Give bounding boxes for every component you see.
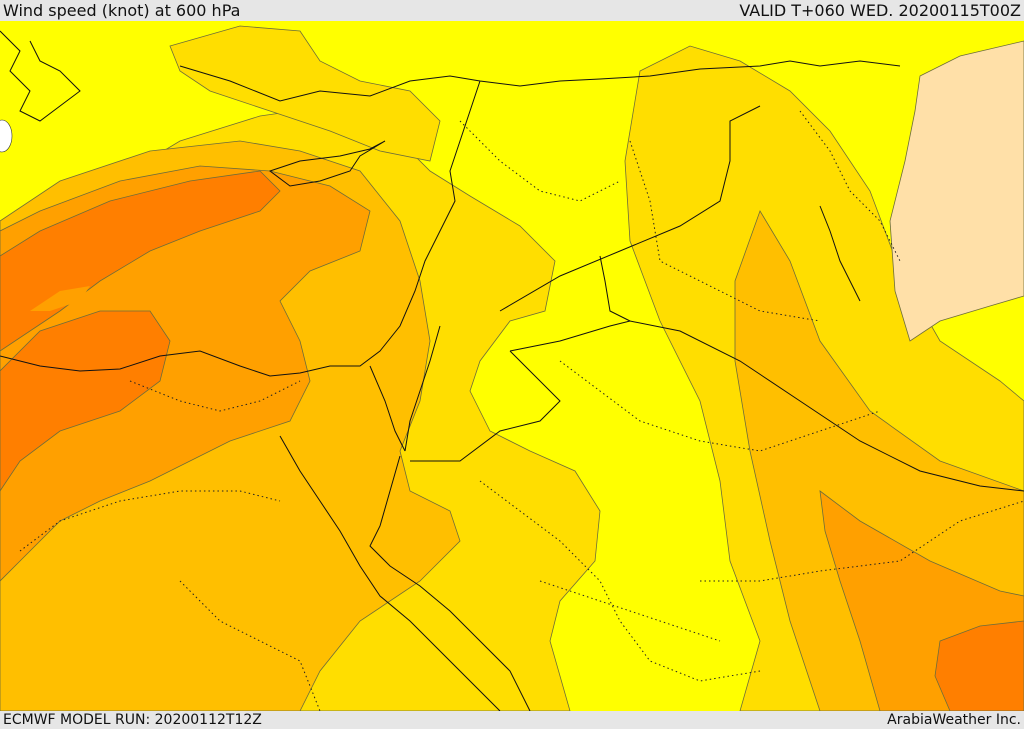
fill-band-stronger-west [0, 170, 281, 352]
admin-boundary-10 [539, 580, 721, 642]
coastline-cyprus [268, 140, 386, 187]
coastline-red-sea-east [369, 455, 531, 711]
coastline-turkey [179, 60, 901, 102]
border-iraq-syria [599, 255, 631, 322]
fill-band-stronger-east [934, 620, 1024, 711]
border-sinai [369, 365, 406, 452]
coastline-persian-gulf [819, 205, 861, 302]
coastline-mediterranean [0, 80, 481, 377]
fill-region-calm-high [889, 40, 1024, 342]
map-canvas [0, 21, 1024, 711]
fill-spot-white [0, 119, 13, 153]
fill-band-stronger-south [0, 310, 171, 492]
wind-speed-map[interactable] [0, 21, 1024, 711]
admin-boundary-1 [459, 120, 621, 202]
coastline-aegean [0, 30, 81, 122]
admin-boundary-9 [799, 110, 901, 262]
fill-patch-light-inner [30, 286, 90, 311]
map-footer: ECMWF MODEL RUN: 20200112T12Z ArabiaWeat… [0, 711, 1024, 729]
credit: ArabiaWeather Inc. [887, 712, 1021, 728]
border-saudi-jordan [509, 320, 1024, 492]
border-saudi-iraq [499, 105, 761, 312]
valid-time: VALID T+060 WED. 20200115T00Z [739, 1, 1021, 20]
admin-boundary-7 [700, 500, 1024, 582]
model-run: ECMWF MODEL RUN: 20200112T12Z [3, 712, 262, 728]
admin-boundary-6 [129, 380, 301, 412]
admin-boundary-5 [19, 490, 281, 552]
coastline-red-sea-west [279, 435, 501, 711]
coastline-gulf-aqaba [404, 325, 441, 452]
map-header: Wind speed (knot) at 600 hPa VALID T+060… [0, 0, 1024, 21]
map-title: Wind speed (knot) at 600 hPa [3, 1, 241, 20]
fill-band-light-north [169, 25, 441, 162]
admin-boundary-3 [559, 360, 881, 452]
border-jordan-saudi-south [410, 350, 561, 462]
